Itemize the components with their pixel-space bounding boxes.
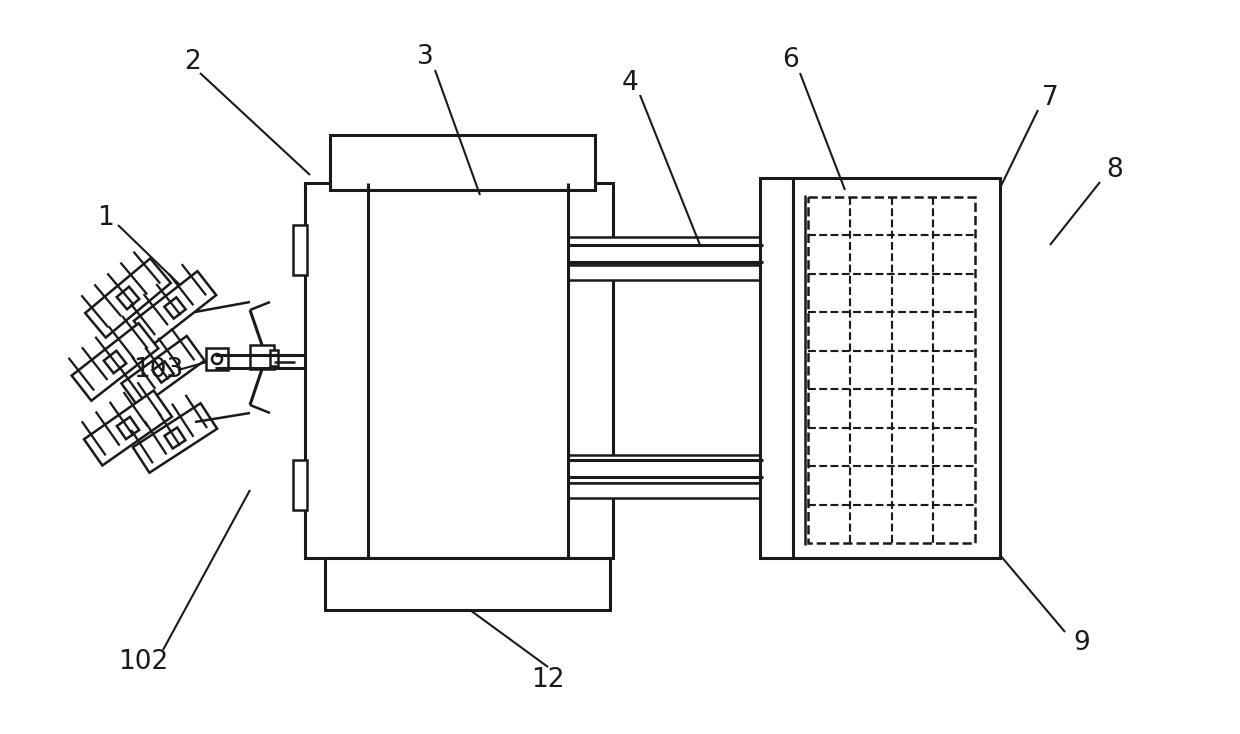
Polygon shape <box>165 297 186 319</box>
Polygon shape <box>84 390 172 465</box>
Polygon shape <box>104 351 126 373</box>
Bar <box>330 135 595 190</box>
Bar <box>293 225 308 275</box>
Bar <box>568 455 763 483</box>
Polygon shape <box>117 417 139 439</box>
Bar <box>250 345 274 369</box>
Bar <box>568 265 763 280</box>
Text: 8: 8 <box>1106 157 1123 183</box>
Text: 3: 3 <box>417 44 433 70</box>
Text: 6: 6 <box>781 47 799 73</box>
Polygon shape <box>165 427 186 448</box>
Polygon shape <box>86 258 171 338</box>
Polygon shape <box>117 287 139 309</box>
Bar <box>325 558 610 610</box>
Bar <box>568 237 763 265</box>
Text: 103: 103 <box>133 357 184 383</box>
Bar <box>206 348 228 370</box>
Bar <box>808 197 975 543</box>
Polygon shape <box>134 271 216 345</box>
Polygon shape <box>133 403 217 473</box>
Bar <box>293 460 308 510</box>
Text: 4: 4 <box>621 70 639 96</box>
Bar <box>568 483 763 498</box>
Polygon shape <box>153 361 174 382</box>
Text: 2: 2 <box>184 49 201 75</box>
Text: 7: 7 <box>1042 85 1059 111</box>
Bar <box>270 350 278 366</box>
Text: 1: 1 <box>97 205 113 231</box>
Text: 9: 9 <box>1074 630 1090 656</box>
Polygon shape <box>122 336 205 408</box>
Bar <box>760 178 999 558</box>
Bar <box>305 183 613 558</box>
Text: 12: 12 <box>531 667 564 693</box>
Text: 102: 102 <box>118 649 169 675</box>
Polygon shape <box>72 323 159 401</box>
